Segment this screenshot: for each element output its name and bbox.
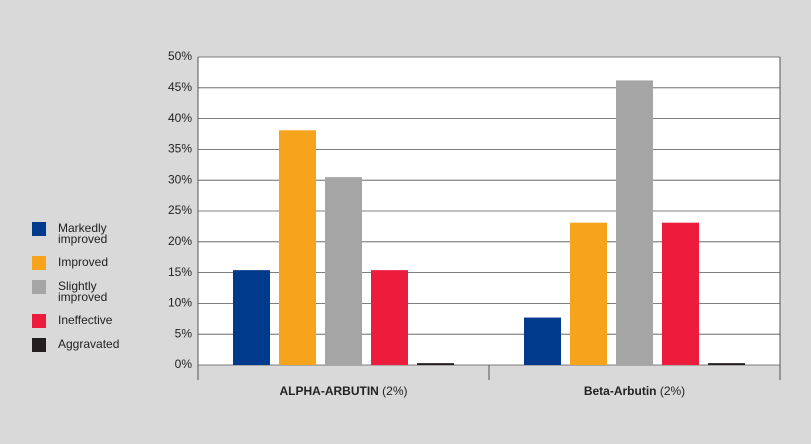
y-tick-label: 35% <box>168 142 192 156</box>
y-tick-label: 5% <box>175 326 193 340</box>
y-tick-label: 20% <box>168 234 192 248</box>
bar <box>616 80 653 366</box>
x-tick-label: ALPHA-ARBUTIN (2%) <box>280 384 408 398</box>
y-tick-label: 15% <box>168 265 192 279</box>
bar <box>708 363 745 365</box>
x-tick-label: Beta-Arbutin (2%) <box>584 384 685 398</box>
bar <box>325 177 362 365</box>
legend-swatch <box>32 314 46 328</box>
y-tick-label: 30% <box>168 172 192 186</box>
bar <box>662 222 699 365</box>
bar <box>570 222 607 365</box>
y-tick-label: 10% <box>168 296 192 310</box>
bar <box>417 363 454 365</box>
y-tick-label: 50% <box>168 49 192 63</box>
bar <box>524 317 561 365</box>
legend-swatch <box>32 338 46 352</box>
bar <box>371 270 408 365</box>
y-tick-label: 45% <box>168 80 192 94</box>
legend-label: Ineffective <box>58 313 113 327</box>
y-tick-label: 40% <box>168 111 192 125</box>
legend-label: Slightly improved <box>58 279 107 304</box>
bar <box>279 130 316 365</box>
legend-swatch <box>32 256 46 270</box>
y-tick-label: 0% <box>175 357 193 371</box>
legend-label: Improved <box>58 255 108 269</box>
legend-swatch <box>32 222 46 236</box>
legend-swatch <box>32 280 46 294</box>
legend-label: Markedly improved <box>58 221 110 246</box>
bar <box>233 270 270 365</box>
legend-label: Aggravated <box>58 337 119 351</box>
y-tick-label: 25% <box>168 203 192 217</box>
